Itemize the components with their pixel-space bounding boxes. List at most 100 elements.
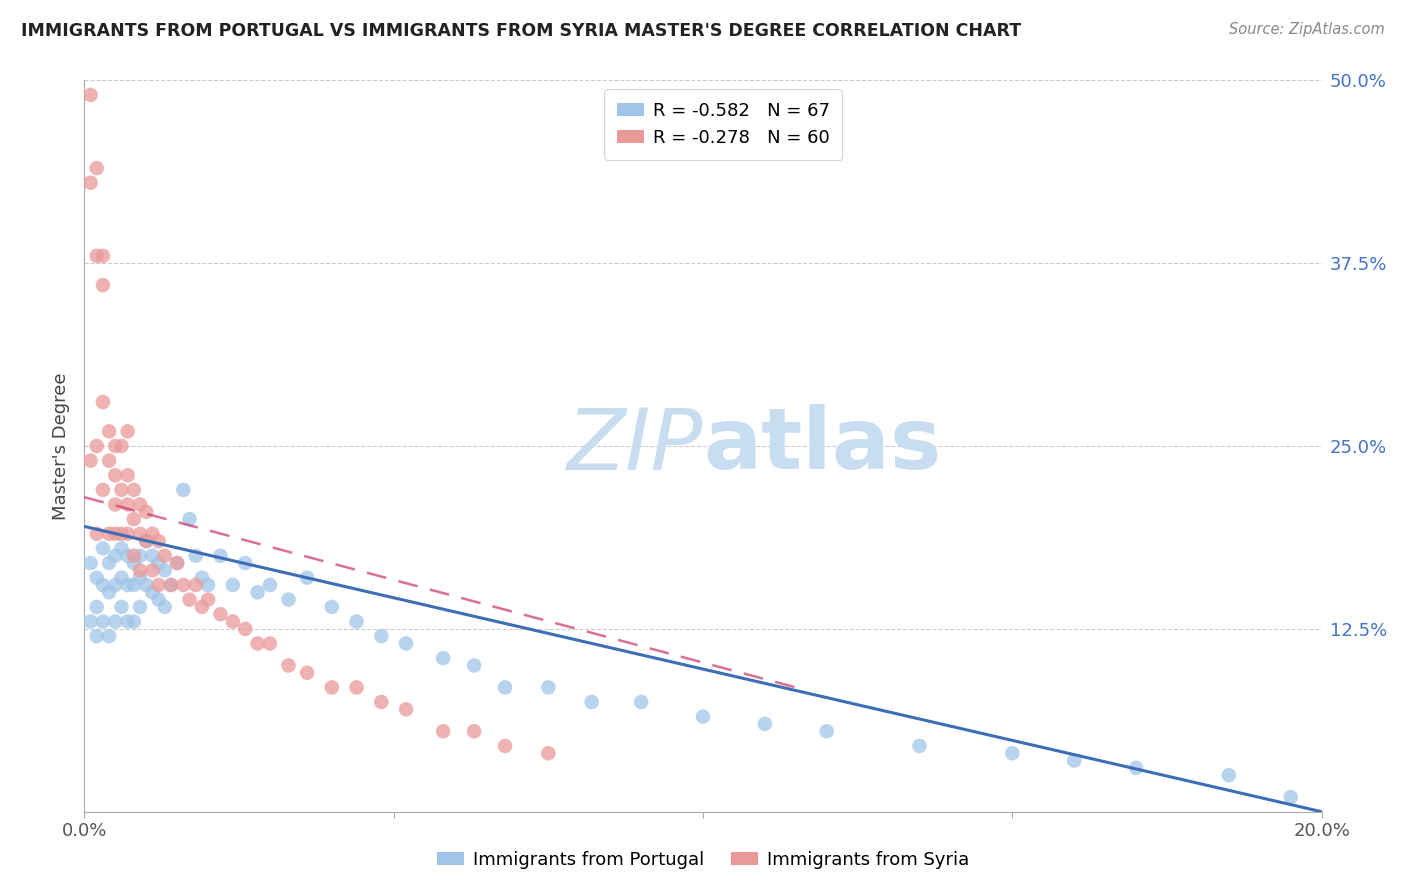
Point bbox=[110, 541, 132, 556]
Point bbox=[184, 549, 207, 563]
Point bbox=[141, 526, 163, 541]
Point bbox=[148, 578, 170, 592]
Point bbox=[98, 453, 121, 467]
Point bbox=[537, 746, 560, 760]
Point bbox=[1218, 768, 1240, 782]
Point bbox=[494, 681, 516, 695]
Point bbox=[91, 395, 114, 409]
Point bbox=[117, 526, 139, 541]
Point bbox=[172, 483, 194, 497]
Point bbox=[463, 658, 485, 673]
Point bbox=[91, 278, 114, 293]
Point bbox=[79, 176, 101, 190]
Point bbox=[295, 665, 318, 680]
Point bbox=[1063, 754, 1085, 768]
Point bbox=[209, 607, 232, 622]
Point bbox=[160, 578, 183, 592]
Point bbox=[91, 615, 114, 629]
Point bbox=[98, 585, 121, 599]
Point bbox=[135, 505, 157, 519]
Point bbox=[463, 724, 485, 739]
Point bbox=[98, 526, 121, 541]
Point bbox=[153, 549, 176, 563]
Y-axis label: Master's Degree: Master's Degree bbox=[52, 372, 70, 520]
Point bbox=[259, 578, 281, 592]
Point bbox=[395, 702, 418, 716]
Point bbox=[110, 483, 132, 497]
Point bbox=[98, 629, 121, 643]
Point bbox=[166, 556, 188, 570]
Point bbox=[246, 636, 269, 650]
Text: atlas: atlas bbox=[703, 404, 941, 488]
Legend: Immigrants from Portugal, Immigrants from Syria: Immigrants from Portugal, Immigrants fro… bbox=[429, 844, 977, 876]
Point bbox=[321, 599, 343, 614]
Point bbox=[815, 724, 838, 739]
Point bbox=[209, 549, 232, 563]
Point bbox=[104, 578, 127, 592]
Point bbox=[117, 498, 139, 512]
Point bbox=[86, 571, 108, 585]
Point bbox=[129, 563, 152, 577]
Point bbox=[129, 549, 152, 563]
Point bbox=[432, 724, 454, 739]
Point bbox=[141, 549, 163, 563]
Point bbox=[191, 571, 214, 585]
Point bbox=[122, 512, 145, 526]
Point bbox=[122, 615, 145, 629]
Point bbox=[104, 615, 127, 629]
Point bbox=[222, 615, 245, 629]
Point bbox=[432, 651, 454, 665]
Point bbox=[122, 556, 145, 570]
Point bbox=[179, 512, 201, 526]
Point bbox=[110, 526, 132, 541]
Point bbox=[86, 249, 108, 263]
Point bbox=[370, 695, 392, 709]
Point bbox=[135, 578, 157, 592]
Point bbox=[117, 549, 139, 563]
Point bbox=[79, 453, 101, 467]
Point bbox=[537, 681, 560, 695]
Point bbox=[370, 629, 392, 643]
Point bbox=[233, 622, 256, 636]
Point bbox=[129, 498, 152, 512]
Point bbox=[395, 636, 418, 650]
Point bbox=[346, 615, 368, 629]
Point bbox=[104, 549, 127, 563]
Point bbox=[122, 483, 145, 497]
Point bbox=[91, 578, 114, 592]
Point bbox=[135, 534, 157, 549]
Point bbox=[86, 599, 108, 614]
Point bbox=[184, 578, 207, 592]
Point bbox=[172, 578, 194, 592]
Point bbox=[79, 87, 101, 102]
Point bbox=[110, 439, 132, 453]
Point bbox=[129, 599, 152, 614]
Point bbox=[86, 439, 108, 453]
Point bbox=[141, 563, 163, 577]
Point bbox=[86, 161, 108, 175]
Point bbox=[148, 592, 170, 607]
Point bbox=[259, 636, 281, 650]
Point bbox=[277, 658, 299, 673]
Point bbox=[581, 695, 603, 709]
Point bbox=[117, 615, 139, 629]
Point bbox=[129, 526, 152, 541]
Point bbox=[117, 468, 139, 483]
Point bbox=[233, 556, 256, 570]
Point bbox=[86, 629, 108, 643]
Point bbox=[153, 563, 176, 577]
Point bbox=[117, 578, 139, 592]
Point bbox=[148, 556, 170, 570]
Text: Source: ZipAtlas.com: Source: ZipAtlas.com bbox=[1229, 22, 1385, 37]
Point bbox=[166, 556, 188, 570]
Point bbox=[91, 541, 114, 556]
Point bbox=[191, 599, 214, 614]
Point bbox=[160, 578, 183, 592]
Point bbox=[346, 681, 368, 695]
Point bbox=[494, 739, 516, 753]
Point bbox=[104, 468, 127, 483]
Point bbox=[104, 498, 127, 512]
Point bbox=[122, 578, 145, 592]
Point bbox=[908, 739, 931, 753]
Point bbox=[754, 717, 776, 731]
